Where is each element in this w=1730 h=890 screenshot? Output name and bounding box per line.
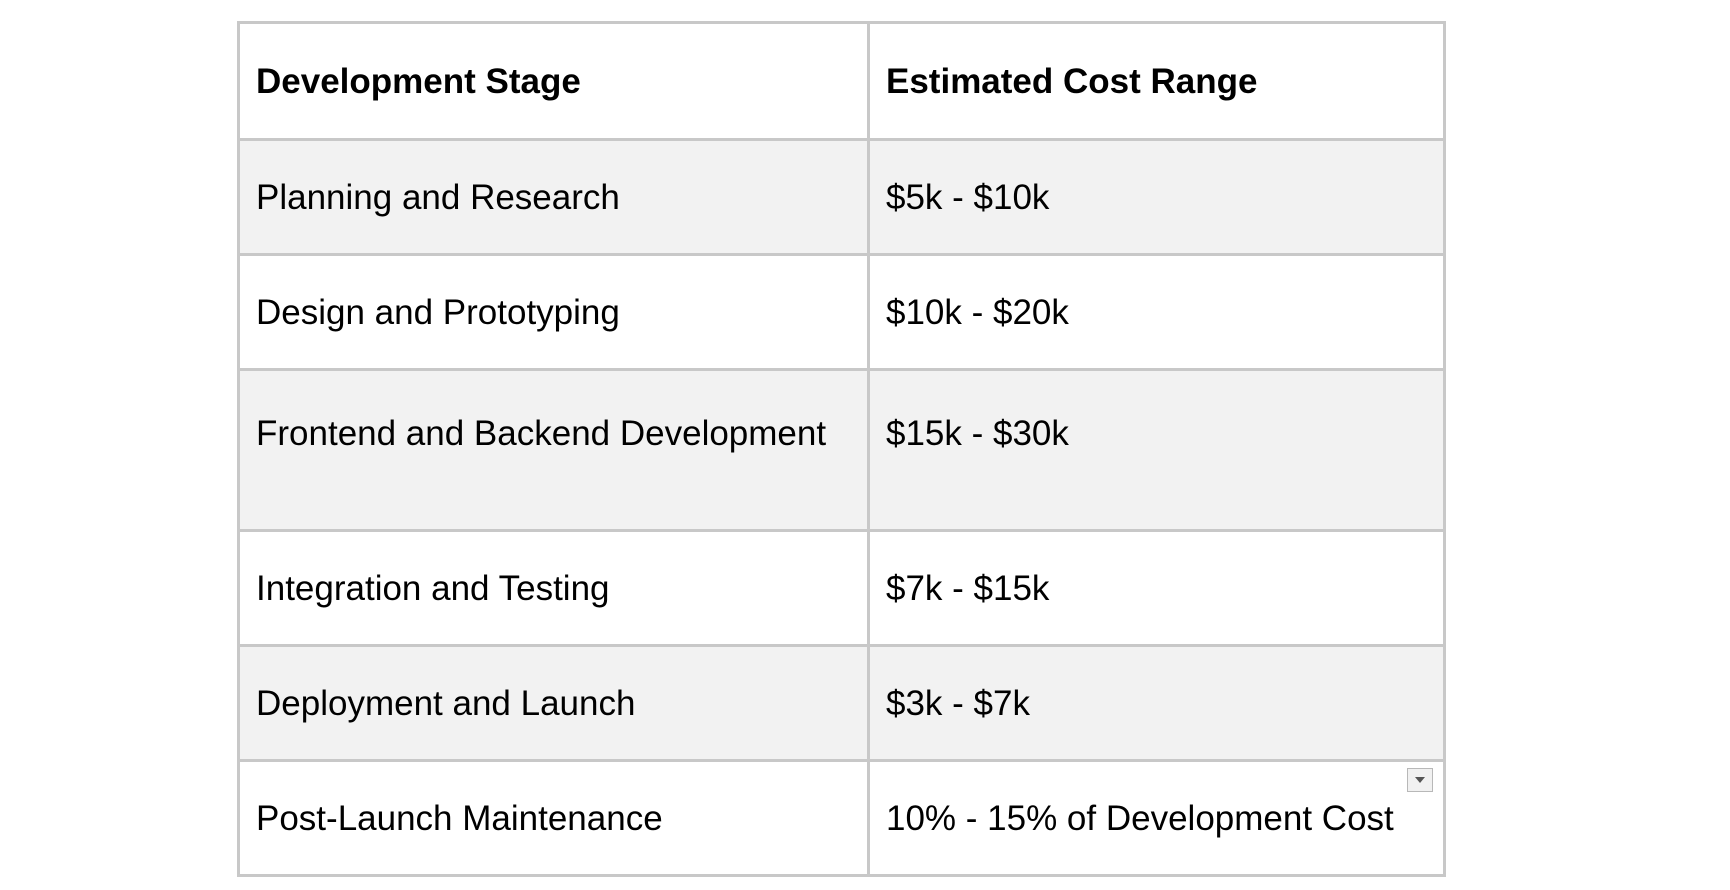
stage-cell[interactable]: Integration and Testing [237,529,870,647]
table-row: Frontend and Backend Development $15k - … [237,368,1446,532]
cell-dropdown-button[interactable] [1407,768,1433,792]
chevron-down-icon [1415,777,1425,783]
table-row: Design and Prototyping $10k - $20k [237,253,1446,371]
table-row: Integration and Testing $7k - $15k [237,529,1446,647]
stage-cell[interactable]: Frontend and Backend Development [237,368,870,532]
cost-cell[interactable]: $15k - $30k [867,368,1446,532]
stage-cell[interactable]: Deployment and Launch [237,644,870,762]
cost-cell[interactable]: $7k - $15k [867,529,1446,647]
cost-cell[interactable]: $5k - $10k [867,138,1446,256]
cost-cell[interactable]: 10% - 15% of Development Cost [867,759,1446,877]
cost-cell[interactable]: $3k - $7k [867,644,1446,762]
cost-table: Development Stage Estimated Cost Range P… [237,21,1446,877]
table-header-row: Development Stage Estimated Cost Range [237,21,1446,141]
stage-cell[interactable]: Planning and Research [237,138,870,256]
stage-cell[interactable]: Post-Launch Maintenance [237,759,870,877]
table-row: Post-Launch Maintenance 10% - 15% of Dev… [237,759,1446,877]
header-estimated-cost-range: Estimated Cost Range [867,21,1446,141]
stage-cell[interactable]: Design and Prototyping [237,253,870,371]
header-development-stage: Development Stage [237,21,870,141]
cost-cell-text: 10% - 15% of Development Cost [886,798,1394,838]
table-row: Deployment and Launch $3k - $7k [237,644,1446,762]
cost-cell[interactable]: $10k - $20k [867,253,1446,371]
table-row: Planning and Research $5k - $10k [237,138,1446,256]
